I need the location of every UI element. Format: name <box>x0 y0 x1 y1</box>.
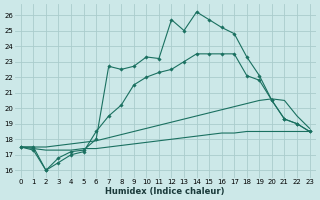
X-axis label: Humidex (Indice chaleur): Humidex (Indice chaleur) <box>106 187 225 196</box>
